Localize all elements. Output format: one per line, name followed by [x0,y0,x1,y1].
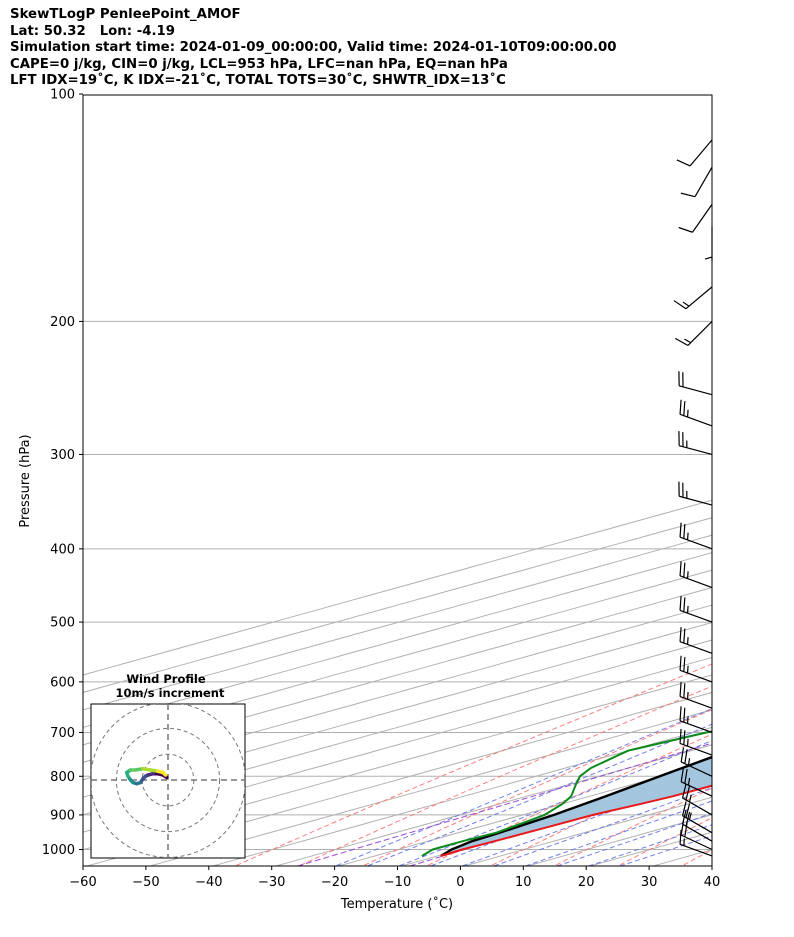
wind-barb [680,767,713,797]
cape-cin-shading [440,757,712,856]
isotherm-line [83,656,712,833]
wind-barb [678,431,713,456]
wind-barbs [673,139,713,857]
wind-barb [679,655,713,683]
indices-line-2: LFT IDX=19˚C, K IDX=-21˚C, TOTAL TOTS=30… [10,73,506,89]
wind-barb [679,706,713,734]
isotherm-line [83,622,712,798]
wind-barb [678,204,713,233]
y-tick-label: 400 [50,542,75,557]
chart-title: SkewTLogP PenleePoint_AMOF [10,7,241,22]
y-tick-label: 1000 [42,843,75,858]
y-axis-label: Pressure (hPa) [18,434,33,527]
y-tick-label: 100 [50,88,75,103]
x-tick-label: 20 [578,875,595,890]
profile-lines [421,730,712,858]
wind-barb [679,829,713,857]
x-tick-label: −30 [258,875,285,890]
wind-barb [678,371,713,396]
isotherm-line [83,674,712,851]
wind-barb [680,166,713,198]
mixing-ratio-line [295,742,712,866]
y-tick-label: 200 [50,315,75,330]
y-tick-label: 500 [50,616,75,631]
y-tick-label: 300 [50,448,75,463]
wind-barb [679,399,713,427]
x-tick-label: 40 [704,875,721,890]
wind-barb [679,595,713,623]
moist-adiabat-line [460,772,712,866]
wind-barb [681,783,713,816]
y-tick-label: 900 [50,808,75,823]
location-line: Lat: 50.32 Lon: -4.19 [10,23,176,39]
wind-barb [679,728,713,756]
x-tick-label: 0 [456,875,464,890]
y-tick-label: 700 [50,726,75,741]
y-tick-label: 800 [50,770,75,785]
moist-adiabat-line [524,800,712,866]
dry-adiabat-line [233,663,712,866]
wind-barb [678,481,713,506]
wind-barb [679,681,713,709]
wind-profile-inset [90,703,246,859]
x-tick-label: −40 [195,875,222,890]
parcel-profile-line [440,755,712,858]
axis-ticks: −60 −50 −40 −30 −20 −10 0 10 20 30 40 1000 900 800 700… [42,88,720,891]
wind-barb [679,627,713,654]
x-tick-label: −60 [69,875,96,890]
wind-barb [674,321,713,346]
isotherm-line [85,691,712,866]
x-tick-label: −20 [321,875,348,890]
temperature-line [440,784,712,857]
wind-barb [704,227,713,262]
dewpoint-line [421,730,712,857]
wind-barb [680,747,713,777]
isotherm-line [148,709,712,866]
x-axis-label: Temperature (˚C) [340,896,453,912]
hodograph-segment [161,770,168,777]
chart-header: SkewTLogP PenleePoint_AMOF Lat: 50.32 Lo… [10,7,617,90]
x-tick-label: 30 [641,875,658,890]
wind-barb [679,561,713,589]
wind-barb [681,801,713,834]
indices-line-1: CAPE=0 j/kg, CIN=0 j/kg, LCL=953 hPa, LF… [10,56,508,72]
isotherm-line [83,639,712,816]
inset-title-line2: 10m/s increment [116,686,225,700]
wind-barb [676,139,713,167]
inset-title-line1: Wind Profile [126,672,206,686]
wind-barb [673,286,713,310]
dry-adiabat-line [741,80,794,869]
moist-adiabat-line [334,708,712,866]
cape-area [440,757,712,856]
x-tick-label: −10 [384,875,411,890]
moist-adiabat-line [397,740,712,866]
x-tick-label: −50 [132,875,159,890]
dry-adiabat-line [425,733,712,866]
x-tick-label: 10 [515,875,532,890]
isotherm-line [211,726,712,866]
time-line: Simulation start time: 2024-01-09_00:00:… [10,40,617,56]
wind-barb [679,522,713,550]
y-tick-label: 600 [50,675,75,690]
